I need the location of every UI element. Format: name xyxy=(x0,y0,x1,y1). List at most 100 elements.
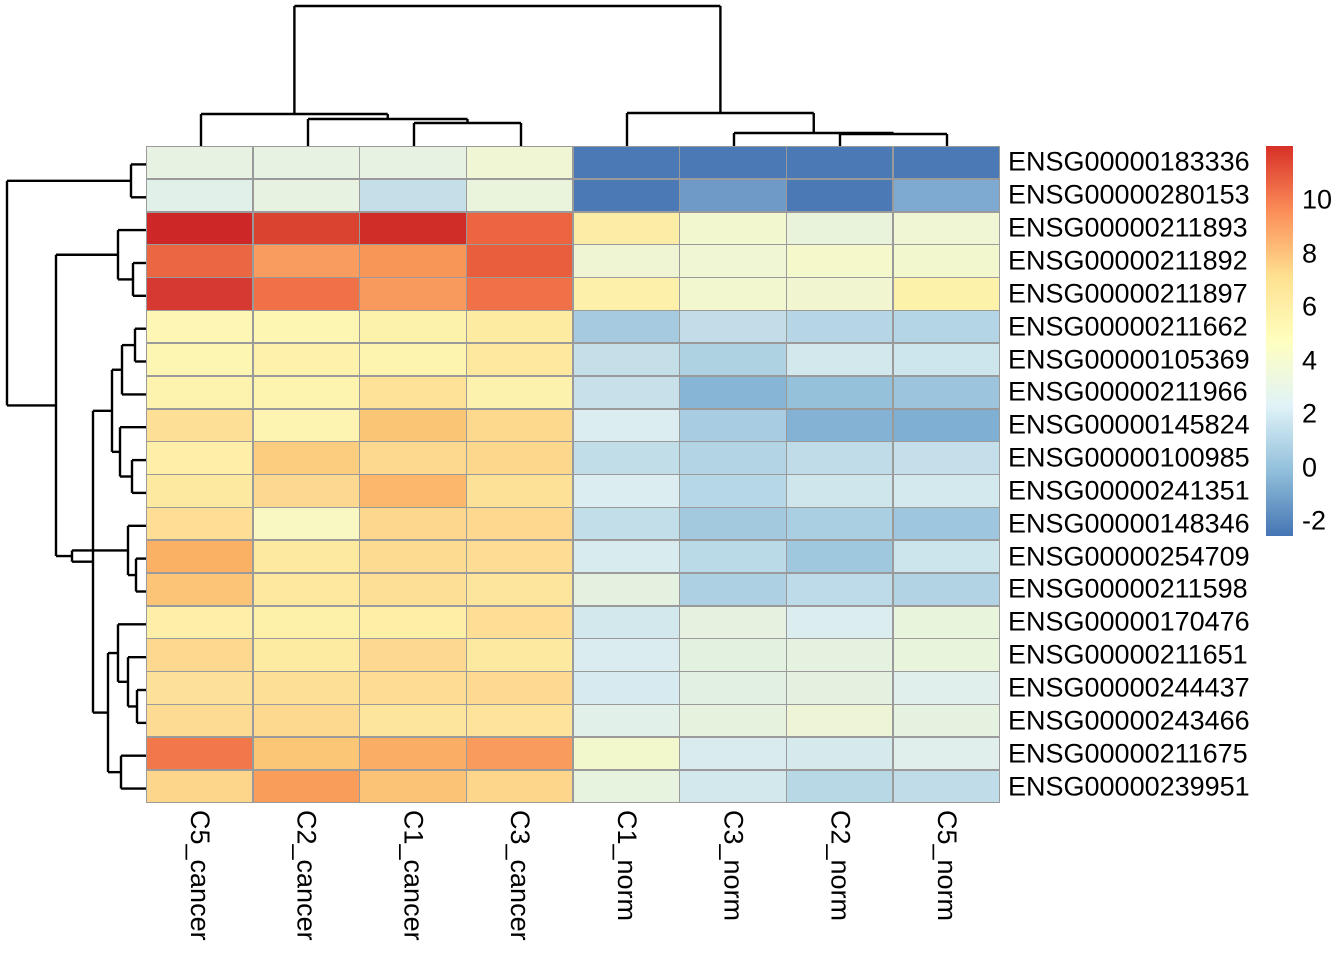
heatmap-cell xyxy=(253,376,359,409)
heatmap-cell xyxy=(787,442,893,474)
heatmap-cell xyxy=(893,343,999,376)
heatmap-cell xyxy=(253,705,359,737)
heatmap-cell xyxy=(787,770,893,802)
legend-tick-label: 10 xyxy=(1302,184,1333,215)
legend-tick-label: 4 xyxy=(1302,345,1318,376)
heatmap-cell xyxy=(787,573,893,606)
heatmap-cell xyxy=(787,212,893,244)
heatmap-cell xyxy=(253,672,359,704)
heatmap-cell xyxy=(360,705,466,737)
row-label-gene: ENSG00000243466 xyxy=(1008,705,1250,736)
heatmap-cell xyxy=(573,508,679,540)
heatmap-cell xyxy=(573,376,679,409)
heatmap-cell xyxy=(787,475,893,507)
heatmap-cell xyxy=(787,376,893,409)
heatmap-cell xyxy=(360,672,466,704)
heatmap-cell xyxy=(147,376,253,409)
heatmap-cell xyxy=(680,278,786,310)
heatmap-cell xyxy=(893,212,999,244)
heatmap-cell xyxy=(787,508,893,540)
heatmap-cell xyxy=(573,442,679,474)
row-label-gene: ENSG00000211598 xyxy=(1008,573,1248,604)
heatmap-cell xyxy=(893,705,999,737)
row-label-gene: ENSG00000148346 xyxy=(1008,508,1250,539)
heatmap-cell xyxy=(147,311,253,343)
heatmap-cell xyxy=(893,606,999,638)
row-label-gene: ENSG00000280153 xyxy=(1008,179,1250,210)
row-label-gene: ENSG00000100985 xyxy=(1008,442,1250,473)
heatmap-cell xyxy=(573,606,679,638)
heatmap-cell xyxy=(253,409,359,441)
heatmap-cell xyxy=(680,540,786,573)
heatmap-cell xyxy=(147,705,253,737)
row-label-gene: ENSG00000105369 xyxy=(1008,344,1250,375)
heatmap-cell xyxy=(573,639,679,671)
heatmap-cell xyxy=(893,245,999,277)
heatmap-cell xyxy=(573,409,679,441)
heatmap-cell xyxy=(360,212,466,244)
heatmap-cell xyxy=(467,508,573,540)
heatmap-cell xyxy=(360,770,466,802)
heatmap-cell xyxy=(147,540,253,573)
row-label-gene: ENSG00000183336 xyxy=(1008,146,1250,177)
heatmap-cell xyxy=(253,508,359,540)
heatmap-cell xyxy=(253,147,359,179)
heatmap-cell xyxy=(147,147,253,179)
heatmap-cell xyxy=(467,737,573,770)
heatmap-cell xyxy=(253,475,359,507)
heatmap-cell xyxy=(573,245,679,277)
heatmap-cell xyxy=(680,639,786,671)
row-label-gene: ENSG00000239951 xyxy=(1008,771,1250,802)
heatmap-cell xyxy=(360,179,466,212)
heatmap-cell xyxy=(147,475,253,507)
heatmap-cell xyxy=(360,573,466,606)
heatmap-cell xyxy=(147,212,253,244)
heatmap-cell xyxy=(253,573,359,606)
heatmap-cell xyxy=(147,737,253,770)
column-label-sample: C3_norm xyxy=(718,810,749,922)
color-scale-legend xyxy=(1266,146,1293,536)
heatmap-cell xyxy=(253,179,359,212)
heatmap-cell xyxy=(680,212,786,244)
heatmap-cell xyxy=(467,179,573,212)
row-label-gene: ENSG00000211893 xyxy=(1008,212,1248,243)
heatmap-cell xyxy=(787,147,893,179)
heatmap-cell xyxy=(360,311,466,343)
heatmap-cell xyxy=(573,573,679,606)
heatmap-cell xyxy=(787,540,893,573)
row-label-gene: ENSG00000211966 xyxy=(1008,376,1248,407)
heatmap-cell xyxy=(467,376,573,409)
column-label-sample: C5_norm xyxy=(932,810,963,922)
heatmap-cell xyxy=(360,376,466,409)
heatmap-cell xyxy=(147,606,253,638)
heatmap-cell xyxy=(360,442,466,474)
legend-tick-label: 8 xyxy=(1302,238,1318,269)
heatmap-cell xyxy=(360,508,466,540)
heatmap-cell xyxy=(680,442,786,474)
heatmap-cell xyxy=(147,672,253,704)
heatmap-cell xyxy=(573,212,679,244)
heatmap-cell xyxy=(360,737,466,770)
heatmap-cell xyxy=(253,311,359,343)
column-label-sample: C2_cancer xyxy=(291,810,322,941)
heatmap-cell xyxy=(147,245,253,277)
heatmap-cell xyxy=(253,212,359,244)
heatmap-cell xyxy=(573,672,679,704)
heatmap-cell xyxy=(147,573,253,606)
heatmap-cell xyxy=(680,245,786,277)
row-dendrogram xyxy=(5,163,147,790)
heatmap-cell xyxy=(253,737,359,770)
heatmap-cell xyxy=(787,672,893,704)
heatmap-cell xyxy=(147,278,253,310)
row-label-gene: ENSG00000254709 xyxy=(1008,541,1250,572)
heatmap-cell xyxy=(680,147,786,179)
heatmap-cell xyxy=(573,278,679,310)
heatmap-cell xyxy=(253,639,359,671)
heatmap-cell xyxy=(680,770,786,802)
heatmap-cell xyxy=(680,311,786,343)
heatmap-cell xyxy=(147,442,253,474)
heatmap-cell xyxy=(147,179,253,212)
row-label-gene: ENSG00000211897 xyxy=(1008,278,1248,309)
heatmap-cell xyxy=(467,475,573,507)
heatmap-cell xyxy=(787,409,893,441)
